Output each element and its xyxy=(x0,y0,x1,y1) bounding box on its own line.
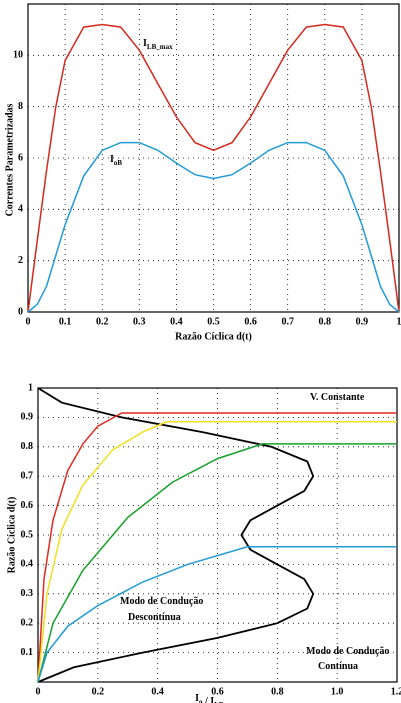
x-axis-label: Razão Cíclica d(t) xyxy=(175,331,252,342)
x-tick-label: 0 xyxy=(36,686,41,697)
x-tick-label: 0.6 xyxy=(211,686,224,697)
x-axis-label: Io / ILB_max xyxy=(195,693,240,703)
label-main: Modo de Condução xyxy=(306,646,389,657)
x-tick-label: 1.0 xyxy=(331,686,344,697)
y-tick-label: 0.4 xyxy=(21,559,34,570)
label-main: Modo de Condução xyxy=(120,596,203,607)
series-line xyxy=(37,387,315,683)
x-tick-label: 0.6 xyxy=(244,316,257,327)
annotation: ILB_max xyxy=(143,38,173,50)
x-tick-label: 0 xyxy=(26,316,31,327)
series-line xyxy=(37,412,397,683)
series-line xyxy=(37,443,397,683)
y-tick-label: 0.5 xyxy=(21,529,34,540)
y-tick-label: 0.1 xyxy=(21,647,34,658)
series-line xyxy=(37,421,397,683)
series-line xyxy=(27,23,400,313)
annotation: Modo de Condução xyxy=(120,596,203,607)
y-tick-label: 0.2 xyxy=(21,617,34,628)
x-tick-label: 0.8 xyxy=(271,686,284,697)
x-tick-label: 0.9 xyxy=(356,316,369,327)
plot-frame xyxy=(37,387,398,683)
label-sub: LB_max xyxy=(214,701,240,703)
x-tick-label: 0.2 xyxy=(96,316,109,327)
y-tick-label: 10 xyxy=(13,50,23,61)
y-tick-label: 8 xyxy=(18,101,23,112)
x-tick-label: 0.8 xyxy=(319,316,332,327)
plot-frame xyxy=(27,3,400,313)
x-tick-label: 1 xyxy=(397,316,401,327)
label-sub: oB xyxy=(114,159,123,167)
label-main: / I xyxy=(203,696,215,703)
x-tick-label: 0.7 xyxy=(281,316,294,327)
label-main: I xyxy=(195,693,199,703)
label-main: Contínua xyxy=(318,661,358,672)
label-sub: LB_max xyxy=(147,43,173,51)
y-tick-label: 0.3 xyxy=(21,588,34,599)
annotation: IoB xyxy=(110,154,122,166)
x-tick-label: 1.2 xyxy=(391,686,401,697)
annotation: V. Constante xyxy=(310,392,365,403)
label-main: V. Constante xyxy=(310,392,365,403)
y-tick-label: 2 xyxy=(18,255,23,266)
y-tick-label: 0 xyxy=(18,306,23,317)
y-tick-label: 0.8 xyxy=(21,441,34,452)
y-tick-label: 0.6 xyxy=(21,500,34,511)
y-tick-label: 6 xyxy=(18,152,23,163)
label-main: Descontínua xyxy=(128,612,181,623)
label-main: I xyxy=(110,154,114,165)
y-tick-label: 0.7 xyxy=(21,470,34,481)
label-sub: o xyxy=(199,698,203,703)
label-main: I xyxy=(143,38,147,49)
y-axis-label: Correntes Parametrizadas xyxy=(4,103,15,216)
x-tick-label: 0.4 xyxy=(170,316,183,327)
x-tick-label: 0.2 xyxy=(92,686,105,697)
series-line xyxy=(27,141,400,313)
x-tick-label: 0.4 xyxy=(151,686,164,697)
annotation: Contínua xyxy=(318,661,358,672)
y-tick-label: 1 xyxy=(28,382,33,393)
x-tick-label: 0.5 xyxy=(207,316,220,327)
annotation: Modo de Condução xyxy=(306,646,389,657)
y-axis-label: Razão Cíclica d(t) xyxy=(6,497,17,574)
x-tick-label: 0.1 xyxy=(59,316,72,327)
x-tick-label: 0.3 xyxy=(133,316,146,327)
series-line xyxy=(37,546,397,683)
y-tick-label: 0.9 xyxy=(21,412,34,423)
y-tick-label: 4 xyxy=(18,204,23,215)
annotation: Descontínua xyxy=(128,612,181,623)
